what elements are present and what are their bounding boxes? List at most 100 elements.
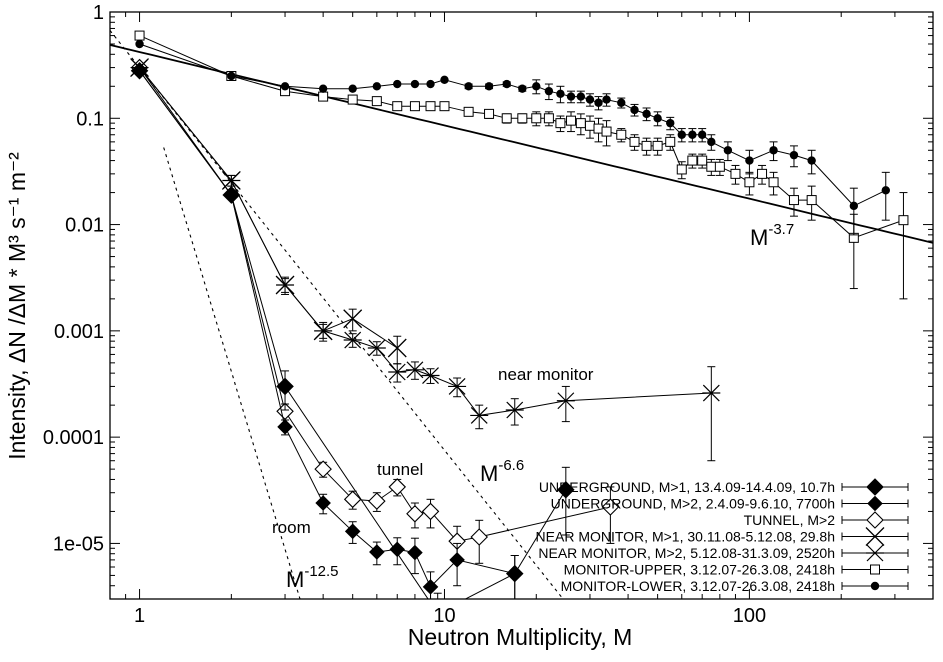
data-point: [788, 195, 799, 206]
data-point: [676, 164, 687, 175]
data-point: [410, 79, 420, 89]
data-point: [448, 378, 467, 395]
data-point: [135, 39, 144, 49]
data-point: [706, 161, 717, 172]
legend-label: NEAR MONITOR, M>2, 5.12.08-31.3.09, 2520…: [538, 545, 835, 561]
data-point: [518, 84, 527, 93]
series-4: [130, 58, 407, 365]
data-point: [653, 114, 662, 123]
data-point: [314, 460, 332, 478]
legend-marker: [865, 527, 885, 546]
data-point: [584, 120, 595, 131]
data-point: [642, 109, 651, 119]
legend-label: UNDERGROUND, M>2, 2.4.09-9.6.10, 7700h: [551, 496, 835, 512]
series-2: [131, 62, 523, 599]
data-point: [532, 82, 541, 91]
data-point: [730, 168, 741, 179]
data-point: [315, 495, 331, 511]
data-point: [449, 552, 465, 568]
x-tick-label: 10: [433, 605, 455, 627]
annotation-room: room: [272, 518, 311, 537]
legend-marker: [866, 478, 884, 496]
fit-line-3: [163, 147, 301, 599]
data-point: [881, 186, 890, 195]
data-point: [769, 146, 778, 155]
data-point: [426, 79, 435, 89]
data-point: [723, 146, 733, 155]
data-point: [425, 101, 436, 112]
data-point: [617, 98, 626, 107]
data-point: [280, 82, 290, 91]
data-point: [387, 338, 407, 358]
data-point: [744, 177, 755, 188]
data-point: [665, 136, 676, 147]
data-point: [898, 215, 909, 226]
data-point: [807, 156, 816, 165]
series-line: [139, 67, 398, 349]
data-point: [392, 101, 403, 112]
data-point: [677, 130, 686, 139]
data-point: [641, 140, 652, 151]
data-point: [707, 137, 716, 147]
legend-marker: [870, 564, 880, 575]
legend-entry: NEAR MONITOR, M>2, 5.12.08-31.3.09, 2520…: [538, 544, 909, 562]
data-point: [616, 129, 627, 140]
data-point: [629, 136, 640, 147]
y-tick-label: 1e-05: [53, 533, 104, 555]
y-tick-label: 0.001: [54, 321, 104, 343]
legend-entry: NEAR MONITOR, M>1, 30.11.08-5.12.08, 29.…: [536, 527, 909, 546]
y-tick-label: 0.1: [76, 108, 104, 130]
data-point: [544, 86, 554, 96]
data-point: [576, 92, 586, 101]
data-point: [543, 113, 554, 124]
series-line: [139, 70, 567, 599]
data-point: [557, 480, 575, 499]
legend-entry: UNDERGROUND, M>2, 2.4.09-9.6.10, 7700h: [551, 496, 909, 512]
series-5: [130, 59, 721, 462]
legend-marker: [870, 581, 880, 591]
fit-line-2: [110, 30, 564, 599]
legend-entry: MONITOR-LOWER, 3.12.07-26.3.08, 2418h: [561, 578, 909, 594]
data-point: [347, 94, 358, 105]
data-point: [406, 505, 424, 523]
data-point: [556, 392, 575, 410]
fit-label-m-12-5: M-12.5: [286, 563, 339, 592]
legend-label: TUNNEL, M>2: [744, 512, 836, 528]
x-tick-label: 1: [134, 605, 145, 627]
fit-label-m-3-7: M-3.7: [750, 221, 794, 250]
data-point: [789, 150, 799, 160]
axis-ticks: 1 10 100 1 0.1 0.01 0.001 0.0001 1e-05: [43, 2, 934, 627]
data-point: [440, 75, 449, 85]
data-point: [601, 498, 620, 516]
data-point: [484, 82, 494, 91]
data-point: [134, 30, 145, 41]
data-point: [575, 118, 586, 129]
data-point: [601, 126, 612, 137]
data-point: [714, 161, 725, 172]
legend-label: MONITOR-UPPER, 3.12.07-26.3.08, 2418h: [564, 562, 835, 578]
data-point: [343, 331, 362, 349]
annotation-near-monitor: near monitor: [498, 365, 594, 384]
data-point: [849, 201, 859, 211]
data-point: [585, 95, 595, 104]
series-6: [134, 30, 909, 300]
legend: UNDERGROUND, M>1, 13.4.09-14.4.09, 10.7h…: [536, 478, 909, 594]
data-point: [343, 490, 362, 509]
data-point: [421, 502, 440, 521]
data-point: [344, 523, 361, 540]
data-point: [463, 106, 474, 117]
fit-line-1: [110, 44, 933, 244]
annotation-tunnel: tunnel: [377, 460, 423, 479]
series-line: [139, 67, 611, 542]
data-point: [405, 361, 424, 379]
data-point: [343, 309, 363, 329]
data-point: [594, 98, 603, 107]
data-point: [505, 564, 524, 583]
data-point: [688, 130, 697, 139]
y-axis-title: Intensity, ΔN /ΔM * M³ s⁻¹ m⁻²: [4, 152, 30, 460]
x-axis-title: Neutron Multiplicity, M: [408, 624, 633, 650]
data-point: [470, 407, 489, 424]
data-point: [697, 130, 707, 139]
fit-label-m-6-6: M-6.6: [480, 457, 524, 486]
data-point: [227, 71, 236, 81]
